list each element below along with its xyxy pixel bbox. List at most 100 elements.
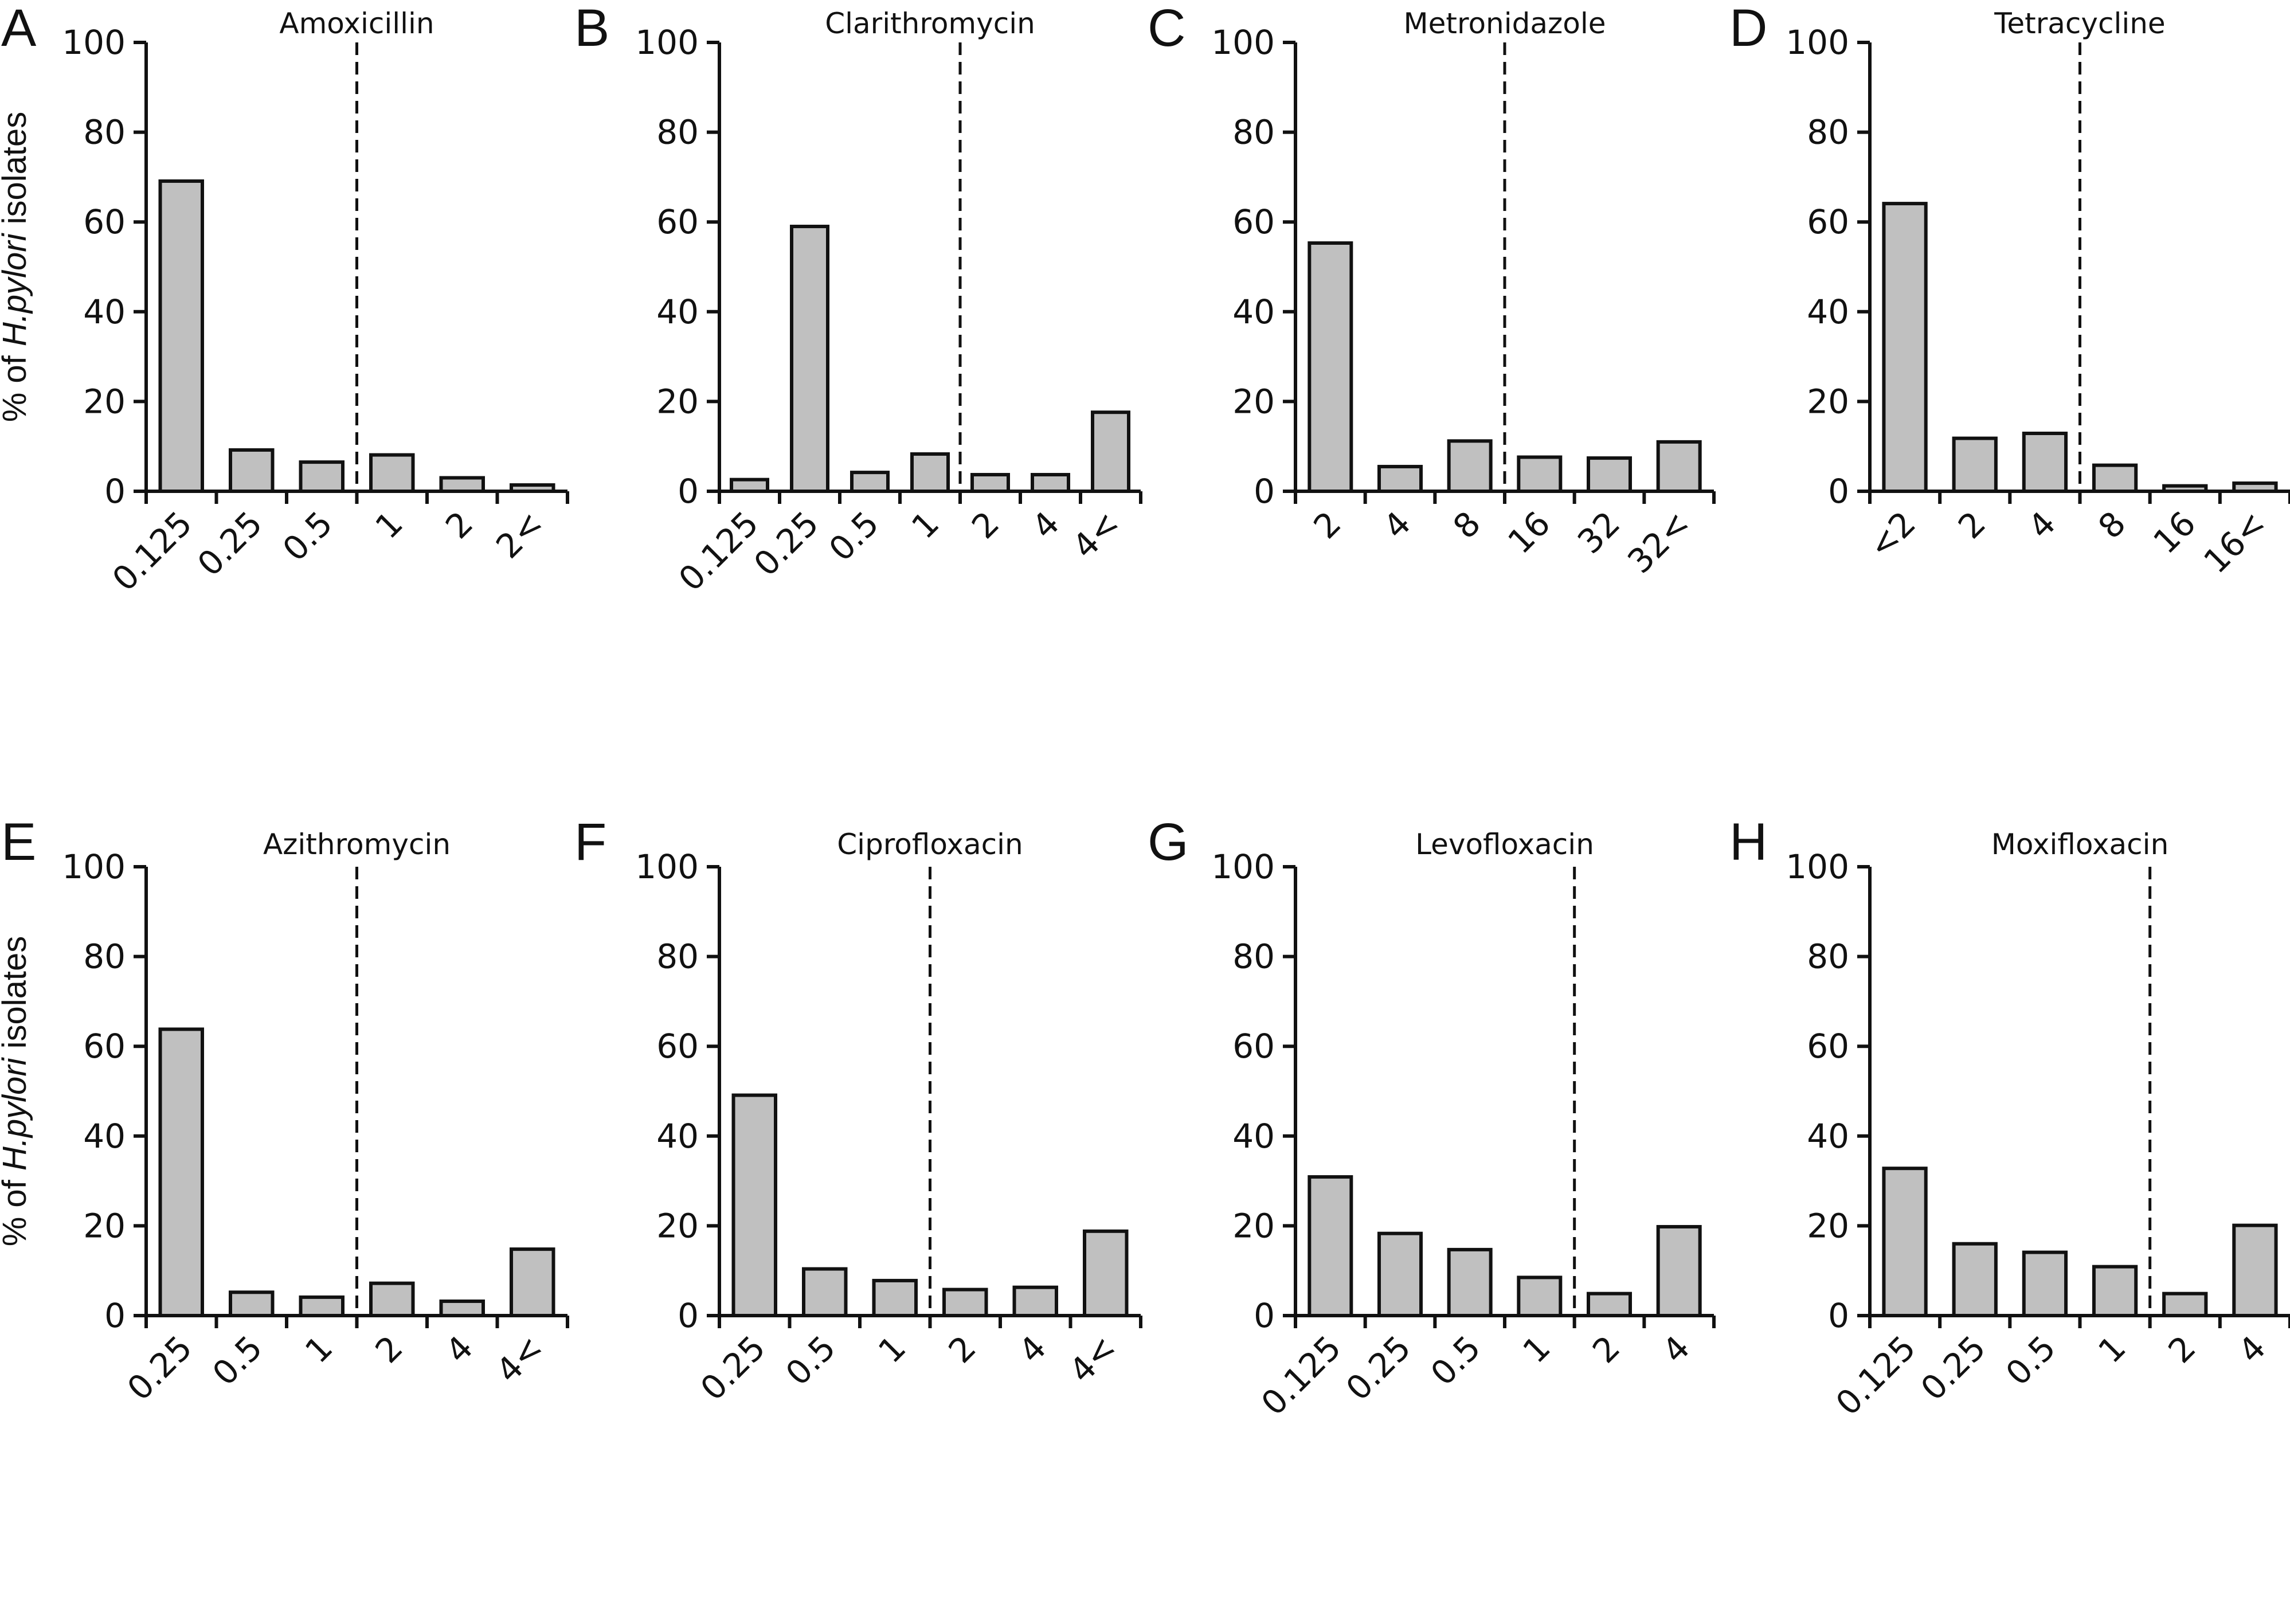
x-tick-label: 2	[941, 1328, 984, 1371]
bar-0.25	[731, 1093, 777, 1317]
x-tick-label: 0.25	[693, 1328, 773, 1408]
bar-0.25	[158, 1027, 204, 1318]
y-tick-label: 100	[1211, 23, 1275, 62]
bar-0.5	[2022, 1250, 2068, 1317]
bar-16	[1517, 455, 1563, 494]
y-axis-label: % of H.pylori isolates	[0, 936, 33, 1247]
y-tick-label: 20	[656, 1206, 699, 1245]
x-tick-label: 2	[1585, 1328, 1627, 1371]
bar-1	[872, 1278, 918, 1318]
x-tick-label: 0.5	[778, 1328, 843, 1393]
panel-title: Moxifloxacin	[1991, 828, 2169, 861]
x-tick-label: 4	[2231, 1328, 2273, 1371]
y-tick-label: 80	[656, 937, 699, 976]
bar-2	[439, 476, 485, 494]
x-tick-label: 16<	[2196, 504, 2273, 581]
x-tick-label: 0.25	[746, 504, 826, 584]
x-tick-label: 1	[904, 504, 946, 546]
x-tick-label: 32<	[1620, 504, 1697, 581]
bar-0.125	[1308, 1175, 1353, 1317]
bar-0.125	[158, 179, 204, 493]
bar-32	[1587, 456, 1632, 493]
x-tick-label: 8	[2091, 504, 2133, 546]
panel-title: Azithromycin	[263, 828, 451, 861]
bar-4	[1012, 1285, 1058, 1317]
panel-title: Ciprofloxacin	[837, 828, 1023, 861]
panel-title: Amoxicillin	[279, 7, 434, 40]
bar-4	[439, 1299, 485, 1318]
y-tick-label: 80	[656, 113, 699, 152]
x-tick-label: 0.5	[1423, 1328, 1488, 1393]
x-tick-label: 4	[438, 1328, 480, 1371]
y-tick-label: 60	[1807, 202, 1849, 241]
panel-letter: F	[574, 813, 606, 871]
bar-0.25	[790, 225, 829, 493]
panel-letter: H	[1729, 813, 1767, 871]
x-tick-label: 2	[368, 1328, 410, 1371]
x-tick-label: 0.125	[1828, 1328, 1923, 1423]
bar-0.25	[1952, 1242, 1998, 1317]
panel-letter: C	[1148, 0, 1185, 57]
y-tick-label: 0	[678, 472, 699, 511]
x-tick-label: 0.5	[1998, 1328, 2063, 1393]
y-tick-label: 40	[1807, 1117, 1849, 1156]
x-tick-label: 2	[964, 504, 1007, 546]
y-tick-label: 60	[656, 202, 699, 241]
x-tick-label: 8	[1446, 504, 1488, 546]
y-tick-label: 80	[83, 937, 126, 976]
y-tick-label: 80	[1232, 937, 1275, 976]
x-tick-label: 4<	[488, 1328, 551, 1391]
x-tick-label: 1	[1515, 1328, 1557, 1371]
x-tick-label: 1	[2091, 1328, 2133, 1371]
bar-4	[1377, 464, 1423, 493]
x-tick-label: 4<	[1062, 1328, 1124, 1391]
x-tick-label: 0.25	[120, 1328, 199, 1408]
x-tick-label: 0.5	[821, 504, 886, 569]
y-tick-label: 0	[1254, 472, 1275, 511]
bar-0.5	[850, 471, 890, 494]
x-tick-label: 4	[1011, 1328, 1054, 1371]
x-tick-label: 0.25	[1338, 1328, 1418, 1408]
bar-0.5	[802, 1267, 848, 1318]
panel-title: Clarithromycin	[825, 7, 1035, 40]
y-tick-label: 60	[1807, 1027, 1849, 1066]
bar-2	[1952, 436, 1998, 494]
x-tick-label: 0.125	[1254, 1328, 1348, 1423]
bar-2	[2162, 1292, 2208, 1318]
x-tick-label: 4<	[1065, 504, 1128, 566]
y-tick-label: 40	[656, 292, 699, 331]
panel-title: Levofloxacin	[1415, 828, 1594, 861]
panel-letter: D	[1729, 0, 1767, 57]
y-tick-label: 60	[83, 1027, 126, 1066]
bar-0.25	[229, 448, 275, 493]
y-tick-label: 100	[62, 23, 126, 62]
panel-title: Tetracycline	[1994, 7, 2165, 40]
y-tick-label: 0	[678, 1296, 699, 1335]
bar-4<	[1083, 1229, 1129, 1317]
x-tick-label: 1	[297, 1328, 340, 1371]
bar-1	[910, 452, 950, 493]
bar-4<	[510, 1247, 555, 1317]
bar-0.125	[730, 478, 769, 494]
panel-letter: A	[1, 0, 37, 57]
y-tick-label: 60	[1232, 202, 1275, 241]
x-tick-label: 0.25	[1913, 1328, 1993, 1408]
y-tick-label: 40	[83, 292, 126, 331]
y-tick-label: 60	[656, 1027, 699, 1066]
y-tick-label: 60	[83, 202, 126, 241]
y-tick-label: 100	[62, 847, 126, 886]
y-tick-label: 20	[1807, 1206, 1849, 1245]
x-tick-label: 4	[1376, 504, 1418, 546]
y-tick-label: 0	[104, 472, 126, 511]
bar-2	[970, 473, 1010, 493]
x-tick-label: 4	[1655, 1328, 1697, 1371]
bar-0.125	[1882, 1167, 1928, 1318]
x-tick-label: 0.25	[190, 504, 269, 584]
y-tick-label: 20	[83, 1206, 126, 1245]
bar-2	[942, 1288, 988, 1317]
y-tick-label: 80	[1807, 113, 1849, 152]
